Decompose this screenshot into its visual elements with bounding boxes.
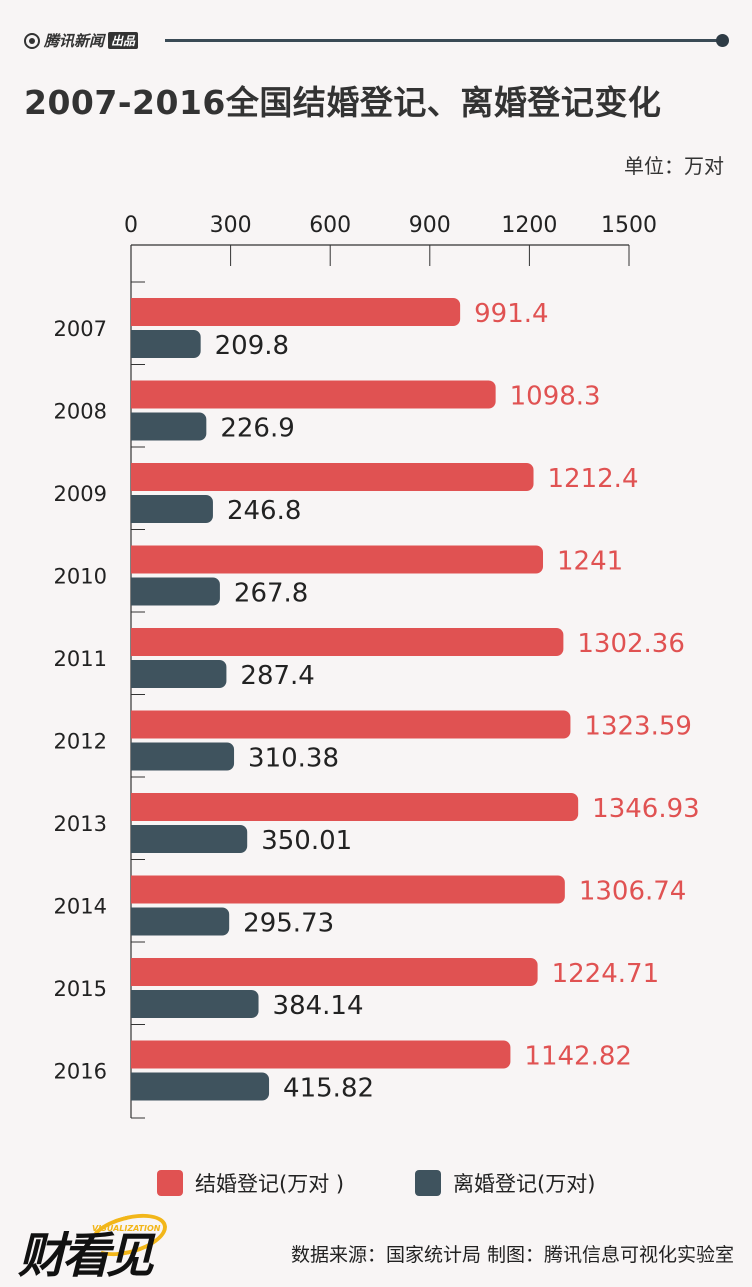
bar-marriage	[131, 628, 564, 656]
bar-marriage	[131, 793, 579, 821]
x-tick-label: 300	[210, 213, 252, 238]
x-tick-label: 0	[124, 213, 138, 238]
bar-divorce	[131, 907, 230, 936]
data-label-marriage: 1142.82	[524, 1042, 632, 1072]
tencent-news-logo: 腾讯新闻 出品	[24, 30, 139, 51]
category-label: 2012	[54, 730, 107, 754]
category-label: 2013	[54, 812, 107, 836]
caikanjian-logo: VISUALIZATION 财看见	[18, 1206, 172, 1284]
legend-label-marriage: 结婚登记(万对 )	[195, 1172, 345, 1196]
data-label-marriage: 1098.3	[510, 382, 601, 412]
logo-wordmark: 财看见	[18, 1228, 154, 1284]
data-label-marriage: 991.4	[474, 299, 548, 329]
category-label: 2016	[54, 1060, 107, 1084]
legend-label-divorce: 离婚登记(万对)	[453, 1172, 596, 1196]
bar-marriage	[131, 710, 571, 739]
legend-swatch-marriage	[157, 1170, 183, 1196]
bar-divorce	[131, 742, 235, 771]
legend-swatch-divorce	[415, 1170, 441, 1196]
bar-marriage	[131, 958, 538, 986]
source-credit: 数据来源：国家统计局 制图：腾讯信息可视化实验室	[290, 1244, 734, 1266]
data-label-divorce: 287.4	[240, 661, 314, 691]
logo-sub-text: VISUALIZATION	[92, 1224, 161, 1233]
category-label: 2009	[54, 482, 107, 506]
data-label-marriage: 1346.93	[592, 794, 700, 824]
header: 腾讯新闻 出品	[0, 0, 752, 70]
bar-marriage	[131, 545, 544, 574]
category-label: 2015	[54, 977, 107, 1001]
category-label: 2014	[54, 895, 107, 919]
legend: 结婚登记(万对 ) 离婚登记(万对)	[0, 1168, 752, 1198]
data-label-marriage: 1241	[557, 547, 623, 577]
logo-tag: 出品	[108, 32, 139, 49]
bar-divorce	[131, 495, 213, 523]
data-label-marriage: 1306.74	[579, 877, 687, 907]
category-label: 2010	[54, 565, 107, 589]
bar-marriage	[131, 380, 496, 409]
bar-divorce	[131, 412, 207, 441]
bar-divorce	[131, 990, 259, 1018]
data-label-divorce: 384.14	[273, 991, 364, 1021]
data-label-marriage: 1323.59	[584, 712, 692, 742]
bar-divorce	[131, 825, 248, 853]
bar-marriage	[131, 1040, 511, 1069]
unit-label: 单位：万对	[624, 154, 724, 178]
legend-item-divorce: 离婚登记(万对)	[415, 1168, 595, 1198]
tencent-logo-icon	[24, 32, 40, 49]
data-label-divorce: 310.38	[248, 744, 339, 774]
bar-divorce	[131, 660, 227, 688]
data-label-marriage: 1224.71	[552, 959, 660, 989]
legend-item-marriage: 结婚登记(万对 )	[157, 1168, 344, 1198]
header-dot	[716, 34, 729, 47]
data-label-marriage: 1212.4	[548, 464, 639, 494]
category-label: 2008	[54, 400, 107, 424]
bar-divorce	[131, 577, 220, 606]
logo-text: 腾讯新闻	[44, 32, 105, 50]
data-label-divorce: 226.9	[220, 414, 294, 444]
chart-title: 2007-2016全国结婚登记、离婚登记变化	[24, 83, 662, 122]
data-label-divorce: 350.01	[261, 826, 352, 856]
bar-divorce	[131, 330, 201, 358]
category-label: 2011	[54, 647, 107, 671]
category-label: 2007	[54, 317, 107, 341]
data-label-divorce: 246.8	[227, 496, 301, 526]
data-label-divorce: 267.8	[234, 579, 308, 609]
x-tick-label: 1500	[601, 213, 657, 238]
x-tick-label: 600	[309, 213, 351, 238]
x-tick-label: 1200	[501, 213, 557, 238]
bar-chart: 0 300 600 900 1200 1500 2007 991.4 209.8 2008 1098…	[54, 213, 700, 1119]
data-label-divorce: 209.8	[215, 331, 289, 361]
data-label-marriage: 1302.36	[577, 629, 685, 659]
data-label-divorce: 415.82	[283, 1074, 374, 1104]
bar-marriage	[131, 298, 461, 326]
bar-marriage	[131, 463, 534, 491]
x-tick-label: 900	[409, 213, 451, 238]
header-divider	[165, 39, 721, 42]
data-label-divorce: 295.73	[243, 909, 334, 939]
bar-marriage	[131, 875, 565, 904]
bar-divorce	[131, 1072, 270, 1101]
